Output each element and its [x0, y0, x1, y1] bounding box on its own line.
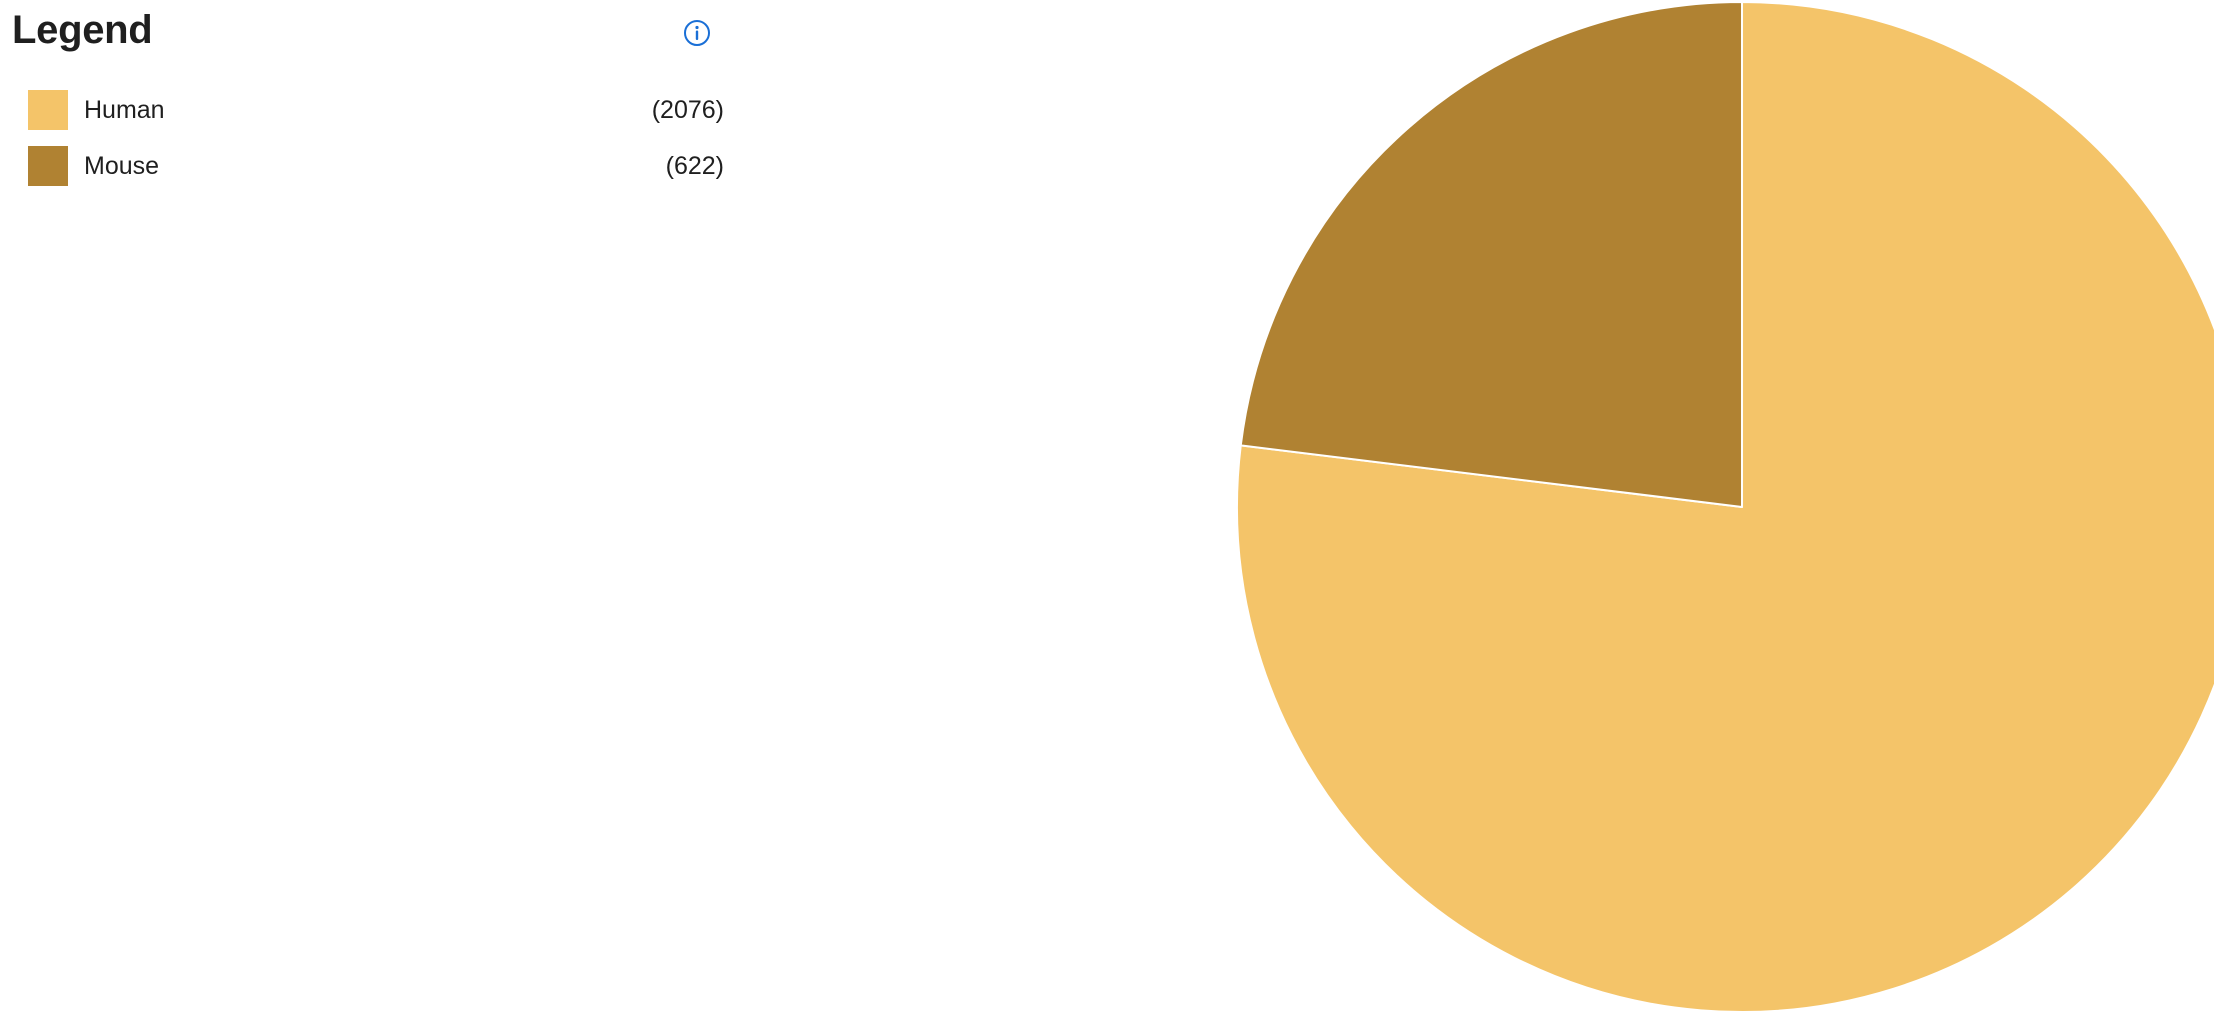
legend-list: Human (2076) Mouse (622)	[28, 90, 724, 202]
pie-slice-mouse[interactable]	[1239, 1, 1743, 508]
legend-label-human: Human	[84, 96, 165, 124]
legend-swatch-mouse	[28, 146, 68, 186]
legend-item-mouse[interactable]: Mouse (622)	[28, 146, 724, 186]
legend-item-human[interactable]: Human (2076)	[28, 90, 724, 130]
legend-label-mouse: Mouse	[84, 152, 160, 180]
legend-title: Legend	[12, 8, 153, 52]
legend-count-human: (2076)	[651, 96, 724, 124]
info-circle-icon[interactable]	[682, 18, 712, 48]
legend-swatch-human	[28, 90, 68, 130]
legend-count-mouse: (622)	[665, 152, 724, 180]
pie-slice-human[interactable]	[1236, 1, 2214, 1013]
pie-chart	[1236, 1, 2214, 1013]
